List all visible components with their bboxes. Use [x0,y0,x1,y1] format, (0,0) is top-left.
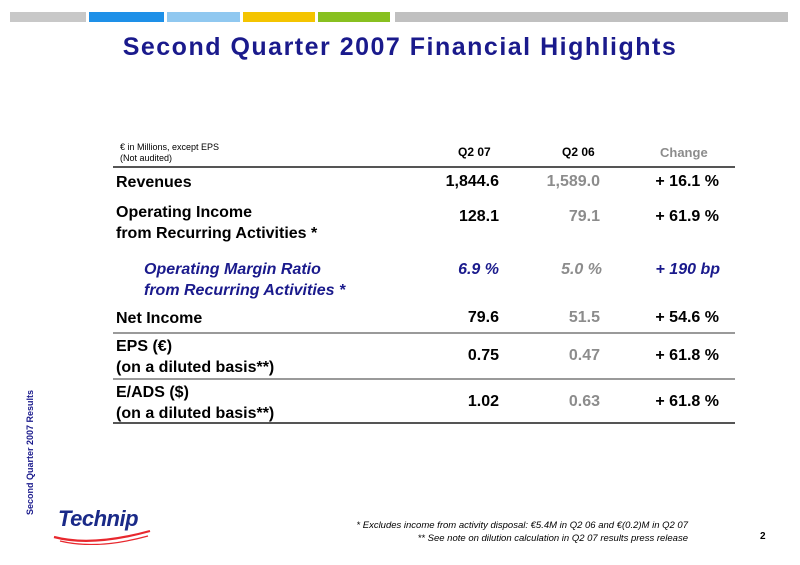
table-bottom-rule [113,422,735,424]
header-divider [113,166,735,168]
cell-eps-change: + 61.8 % [655,347,719,364]
cell-eads-q206: 0.63 [568,393,600,410]
logo-swoosh-icon [53,529,151,545]
cell-revenues-change: + 16.1 % [655,173,719,190]
row-divider-2 [113,378,735,380]
row-label-eads: E/ADS ($) (on a diluted basis**) [116,382,274,424]
footnote-1: * Excludes income from activity disposal… [356,520,688,531]
row-label-operating-income-line1: Operating Income [116,204,253,221]
bar-segment-green [318,12,390,22]
bar-segment-lightblue [167,12,240,22]
cell-operating-margin-change: + 190 bp [655,261,720,278]
row-label-operating-income: Operating Income from Recurring Activiti… [116,202,317,244]
header-color-bar [10,12,788,22]
row-label-revenues: Revenues [116,174,192,191]
footnote-2: ** See note on dilution calculation in Q… [417,533,688,544]
row-label-eps-line2: (on a diluted basis**) [116,359,275,376]
row-label-eads-line1: E/ADS ($) [116,384,189,401]
row-label-operating-margin-line2: from Recurring Activities * [144,282,346,299]
page-number: 2 [760,531,766,542]
cell-operating-income-q206: 79.1 [568,208,600,225]
cell-net-income-q207: 79.6 [467,309,499,326]
column-header-q207: Q2 07 [458,145,491,159]
row-label-eps: EPS (€) (on a diluted basis**) [116,336,274,378]
cell-operating-income-change: + 61.9 % [655,208,719,225]
row-label-eps-line1: EPS (€) [116,338,173,355]
cell-operating-margin-q206: 5.0 % [561,261,602,278]
cell-eads-q207: 1.02 [467,393,499,410]
bar-segment-grey [10,12,86,22]
bar-segment-blue [89,12,164,22]
bar-segment-yellow [243,12,315,22]
cell-operating-income-q207: 128.1 [458,208,499,225]
cell-revenues-q207: 1,844.6 [445,173,499,190]
row-label-operating-income-line2: from Recurring Activities * [116,225,318,242]
bar-segment-grey-long [395,12,788,22]
column-header-q206: Q2 06 [562,145,595,159]
cell-net-income-change: + 54.6 % [655,309,719,326]
row-label-operating-margin-ratio: Operating Margin Ratio from Recurring Ac… [114,259,345,301]
column-header-change: Change [660,145,708,160]
cell-eads-change: + 61.8 % [655,393,719,410]
side-label: Second Quarter 2007 Results [25,389,35,515]
row-divider-1 [113,332,735,334]
row-label-operating-margin-line1: Operating Margin Ratio [144,261,321,278]
cell-operating-margin-q207: 6.9 % [458,261,499,278]
units-note-line2: (Not audited) [120,153,173,163]
cell-eps-q207: 0.75 [467,347,499,364]
technip-logo: Technip [58,506,139,531]
footnotes: * Excludes income from activity disposal… [356,519,688,545]
cell-net-income-q206: 51.5 [568,309,600,326]
cell-revenues-q206: 1,589.0 [546,173,600,190]
row-label-net-income: Net Income [116,310,203,327]
units-note: € in Millions, except EPS (Not audited) [120,142,219,164]
row-label-eads-line2: (on a diluted basis**) [116,405,275,422]
cell-eps-q206: 0.47 [568,347,600,364]
page-title: Second Quarter 2007 Financial Highlights [122,33,678,61]
units-note-line1: € in Millions, except EPS [120,142,220,152]
